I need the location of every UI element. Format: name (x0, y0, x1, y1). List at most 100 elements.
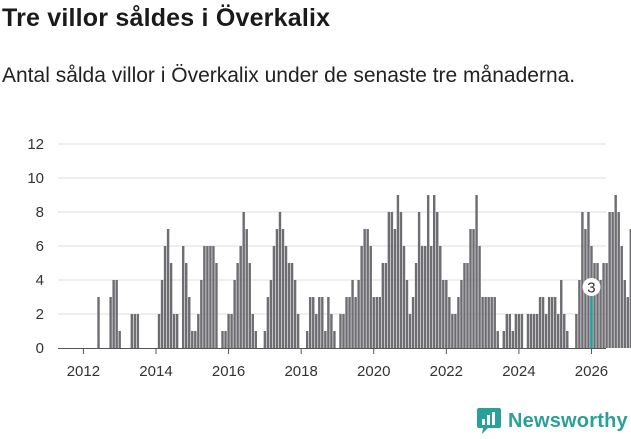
bar (172, 314, 176, 348)
bar (197, 314, 200, 348)
bar (417, 212, 421, 348)
bar (466, 263, 469, 348)
y-tick-label: 8 (36, 204, 44, 221)
bar (118, 331, 121, 348)
x-tick-label: 2018 (284, 363, 317, 380)
bar (511, 331, 515, 348)
bar (251, 314, 254, 348)
bar (221, 331, 224, 348)
bar (623, 280, 626, 348)
bar (414, 263, 418, 348)
bar (245, 229, 248, 348)
bar (517, 314, 521, 348)
bar (215, 263, 218, 348)
x-tick-label: 2026 (575, 363, 608, 380)
bar (315, 314, 318, 348)
bar (526, 314, 530, 348)
bar (448, 297, 451, 348)
bar (233, 280, 236, 348)
bar (454, 314, 457, 348)
bar (109, 297, 112, 348)
chart-subtitle: Antal sålda villor i Överkalix under de … (2, 64, 576, 87)
bar (136, 314, 140, 348)
y-tick-label: 4 (36, 272, 44, 289)
bar (185, 263, 188, 348)
bar (281, 229, 285, 348)
bar (538, 297, 542, 348)
bar (599, 280, 602, 348)
bar (617, 212, 620, 348)
bar (203, 246, 206, 348)
bar (339, 314, 342, 348)
bar (254, 331, 258, 348)
bar (514, 314, 518, 348)
bar (293, 280, 297, 348)
bar (272, 246, 276, 348)
bar (575, 314, 578, 348)
bar (605, 263, 608, 348)
y-tick-label: 0 (36, 340, 44, 357)
bar (194, 331, 197, 348)
y-tick-label: 12 (27, 136, 44, 153)
bar (324, 331, 327, 348)
bar (112, 280, 115, 348)
bar (321, 297, 324, 348)
bar (191, 331, 194, 348)
value-label: 3 (587, 280, 595, 297)
bar (97, 297, 100, 348)
bar (593, 263, 596, 348)
bar (181, 246, 185, 348)
bar (266, 297, 270, 348)
bar (557, 314, 560, 348)
bar (493, 297, 496, 348)
bar (175, 314, 179, 348)
bar (596, 263, 599, 348)
bar (460, 280, 463, 348)
bar (578, 280, 581, 348)
bar (614, 195, 617, 348)
bar (163, 246, 167, 348)
bar (566, 331, 569, 348)
bar (490, 297, 493, 348)
bar (423, 246, 427, 348)
bar (366, 229, 369, 348)
y-axis-ticks: 0 2 4 6 8 10 12 (27, 136, 44, 357)
bar (439, 246, 442, 348)
bar (608, 212, 611, 348)
bar (133, 314, 137, 348)
bar (330, 314, 333, 348)
bar (478, 246, 481, 348)
bar (626, 297, 629, 348)
bar (212, 246, 215, 348)
bar (206, 246, 209, 348)
bar (581, 212, 584, 348)
bar (342, 314, 345, 348)
bar (469, 229, 472, 348)
bar (242, 212, 245, 348)
bar (384, 263, 388, 348)
bar (357, 280, 360, 348)
bar (348, 297, 351, 348)
bar (157, 314, 161, 348)
bar (457, 297, 460, 348)
bar (433, 195, 436, 348)
bar (544, 314, 548, 348)
bar (360, 246, 363, 348)
y-tick-label: 2 (36, 306, 44, 323)
bar (166, 229, 170, 348)
bar (620, 246, 623, 348)
highlight-bar (590, 297, 593, 348)
bar (115, 280, 118, 348)
bar (269, 280, 273, 348)
x-tick-label: 2014 (139, 363, 172, 380)
bar (284, 246, 288, 348)
y-tick-label: 6 (36, 238, 44, 255)
bar (278, 212, 282, 348)
bar (236, 263, 239, 348)
bar (496, 331, 499, 348)
bar (520, 314, 524, 348)
bar (487, 297, 490, 348)
bar (354, 297, 357, 348)
brand-logo: Newsworthy (476, 406, 628, 436)
bar (502, 331, 505, 348)
